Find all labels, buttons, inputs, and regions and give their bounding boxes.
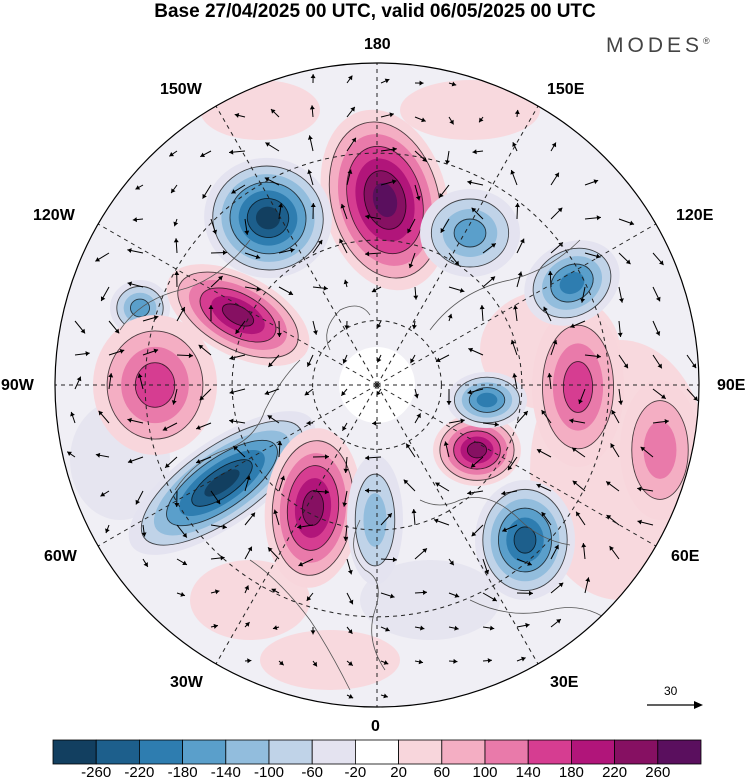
land-outlines: [119, 239, 621, 691]
colorbar-tick-label: -260: [81, 764, 112, 781]
colorbar-box-8: [398, 739, 443, 765]
anomaly-low-europe-west: [347, 455, 403, 585]
colorbar-box-7: [354, 739, 399, 765]
anomaly-high-canada-west: [166, 264, 310, 366]
graticule: [55, 63, 699, 707]
colorbar-tick-label: 220: [602, 764, 628, 781]
colorbar-box-11: [527, 739, 572, 765]
colorbar-tick-label: -180: [167, 764, 198, 781]
colorbar-tick-label: 20: [390, 764, 407, 781]
coastline-4: [429, 239, 581, 331]
lon-label-180: 180: [364, 36, 391, 53]
colorbar-box-13: [614, 739, 659, 765]
colorbar-box-6: [311, 739, 356, 765]
colorbar-box-12: [571, 739, 616, 765]
lon-label-120e: 120E: [676, 207, 714, 224]
colorbar-tick-label: 100: [472, 764, 498, 781]
coastline-3: [419, 497, 571, 546]
lon-label-120w: 120W: [33, 207, 75, 224]
lon-label-60e: 60E: [671, 548, 700, 565]
lon-label-0: 0: [371, 718, 380, 735]
colorbar-tick-label: 180: [558, 764, 584, 781]
vector-scale-arrow: [647, 701, 703, 709]
colorbar-tick-labels: -260 -220 -180 -140 -100 -60 -20 20 60 100 140 180 2…: [0, 764, 750, 783]
colorbar-box-14: [657, 739, 702, 765]
coastline-7: [119, 239, 251, 331]
colorbar-tick-label: -140: [210, 764, 241, 781]
lon-label-150e: 150E: [547, 81, 585, 98]
anomaly-field: [70, 80, 699, 690]
colorbar-box-1: [95, 739, 140, 765]
anomaly-low-north-atlantic: [128, 411, 316, 555]
colorbar-box-10: [484, 739, 529, 765]
anomaly-high-north-pacific: [320, 109, 450, 291]
colorbar-box-9: [441, 739, 486, 765]
lon-label-90e: 90E: [717, 377, 746, 394]
lon-label-60w: 60W: [44, 548, 77, 565]
colorbar-box-4: [225, 739, 270, 765]
anomaly-low-kamchatka: [420, 189, 520, 277]
coastline-5: [249, 559, 351, 691]
colorbar-box-2: [138, 739, 183, 765]
wind-vectors: [66, 74, 699, 699]
anomaly-low-east-siberia: [524, 240, 620, 326]
colorbar-box-0: [52, 739, 97, 765]
anomaly-low-russia: [475, 480, 575, 600]
coastline-6: [469, 599, 621, 631]
colorbar-tick-label: -100: [253, 764, 285, 781]
colorbar-box-5: [268, 739, 313, 765]
anomaly-high-mongolia: [620, 380, 699, 520]
anomaly-high-siberia: [532, 307, 624, 467]
colorbar-tick-label: -20: [344, 764, 367, 781]
vector-scale-label: 30: [664, 684, 678, 698]
lon-label-30w: 30W: [170, 674, 203, 691]
coastline-1: [326, 305, 371, 351]
anomaly-high-scandinavia: [433, 414, 521, 486]
lon-label-150w: 150W: [160, 81, 202, 98]
lon-label-90w: 90W: [1, 377, 34, 394]
coastline-2: [353, 519, 386, 671]
colorbar-tick-label: 260: [645, 764, 671, 781]
modes-logo: MODES®: [606, 34, 710, 57]
colorbar-tick-label: 140: [515, 764, 541, 781]
anomaly-high-greenland-south: [264, 428, 362, 588]
map-title: Base 27/04/2025 00 UTC, valid 06/05/2025…: [154, 1, 596, 22]
colorbar-box-3: [182, 739, 227, 765]
coastline-0: [174, 359, 301, 491]
colorbar-tick-label: 60: [433, 764, 451, 781]
colorbar: [52, 739, 702, 765]
lon-label-30e: 30E: [550, 674, 579, 691]
map-boundary: [54, 62, 700, 708]
colorbar-tick-label: -220: [124, 764, 155, 781]
colorbar-tick-label: -60: [301, 764, 324, 781]
